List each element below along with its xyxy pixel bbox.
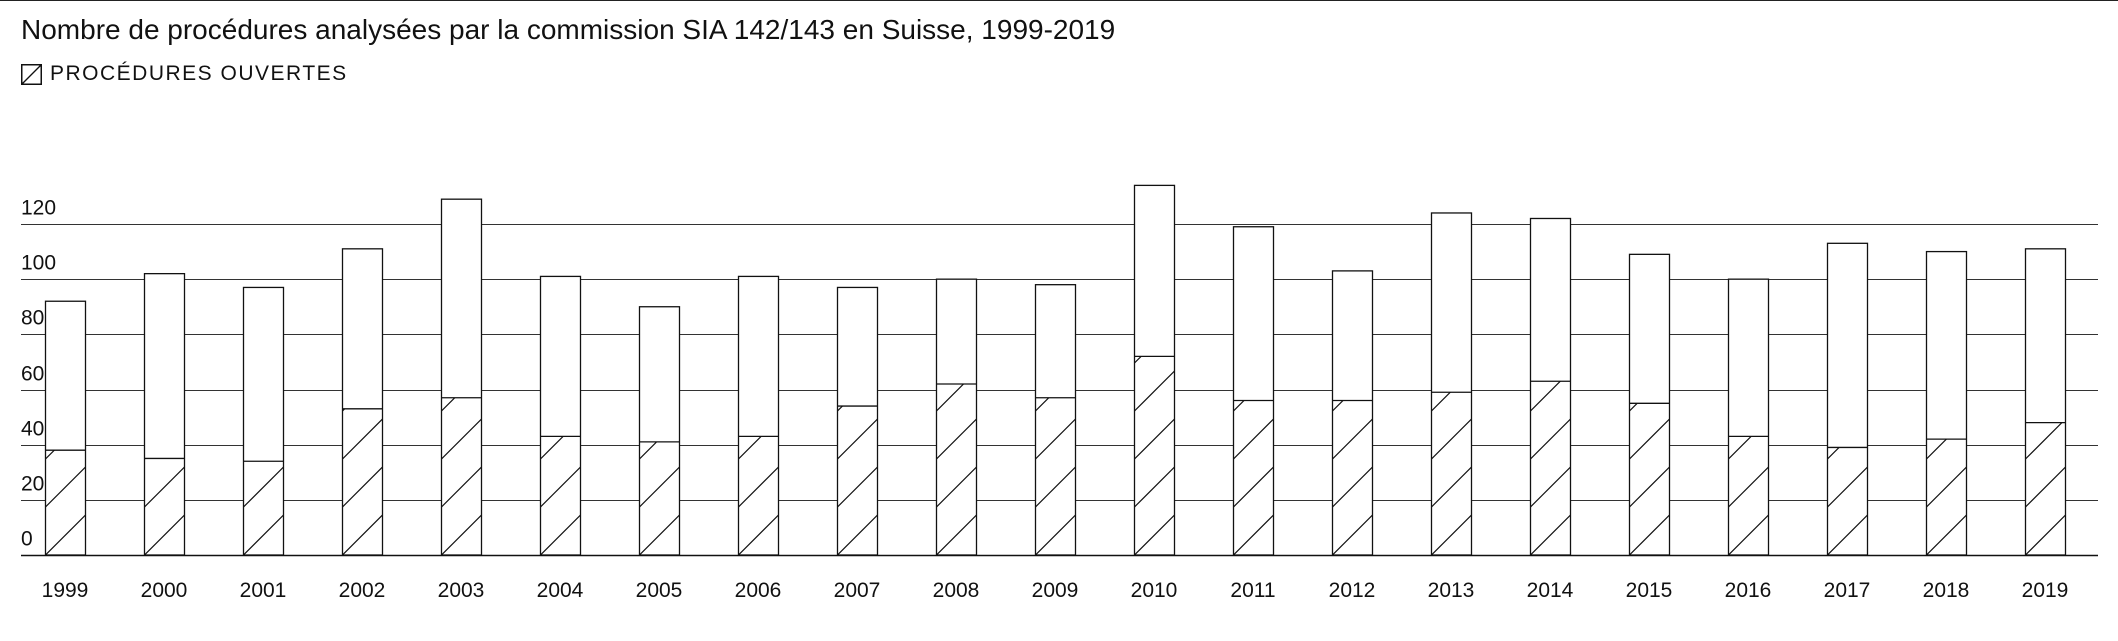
x-tick-label-2005: 2005	[636, 579, 683, 602]
bar-group-2011	[1232, 226, 1275, 556]
bar-total-2017	[1826, 242, 1869, 556]
y-tick-labels: 0 20 40 60 80 100 120	[21, 197, 56, 551]
bar-total-2007	[836, 286, 879, 556]
bar-open-hatch-2006	[738, 436, 779, 555]
bar-open-hatch-2008	[936, 383, 977, 555]
x-tick-label-2015: 2015	[1626, 579, 1673, 602]
bar-group-2014	[1529, 217, 1572, 556]
x-tick-labels: 1999 2000 2001 2002 2003 2004 2005 2006 2007 2008…	[42, 579, 2069, 602]
bar-total-2003	[440, 198, 483, 556]
bar-group-2009	[1034, 284, 1077, 556]
bar-total-2016	[1727, 278, 1770, 556]
bar-total-2008	[935, 278, 978, 556]
bar-open-hatch-1999	[45, 450, 86, 555]
bar-total-2006	[737, 275, 780, 556]
bar-group-2012	[1331, 270, 1374, 556]
bar-open-hatch-2013	[1431, 392, 1472, 555]
bar-open-hatch-2010	[1134, 356, 1175, 555]
top-rule	[0, 0, 2118, 1]
x-tick-label-2010: 2010	[1131, 579, 1178, 602]
bar-group-2002	[341, 248, 384, 556]
x-tick-label-2008: 2008	[933, 579, 980, 602]
bar-open-hatch-2019	[2025, 422, 2066, 555]
x-tick-label-2009: 2009	[1032, 579, 1079, 602]
x-tick-label-2016: 2016	[1725, 579, 1772, 602]
x-tick-label-1999: 1999	[42, 579, 89, 602]
bar-total-2004	[539, 275, 582, 556]
x-tick-label-2017: 2017	[1824, 579, 1871, 602]
y-tick-label-60: 60	[21, 363, 44, 386]
y-tick-label-120: 120	[21, 197, 56, 220]
bar-total-2009	[1034, 284, 1077, 556]
bar-group-2006	[737, 275, 780, 556]
bar-open-hatch-2015	[1629, 403, 1670, 555]
x-tick-label-2004: 2004	[537, 579, 584, 602]
legend-hatch-swatch	[21, 63, 42, 85]
x-tick-label-2019: 2019	[2022, 579, 2069, 602]
x-tick-label-2013: 2013	[1428, 579, 1475, 602]
bar-open-hatch-2004	[540, 436, 581, 555]
x-tick-label-2002: 2002	[339, 579, 386, 602]
bar-total-2001	[242, 286, 285, 556]
bar-total-2013	[1430, 212, 1473, 556]
bar-group-2010	[1133, 184, 1176, 556]
bar-open-hatch-2005	[639, 441, 680, 555]
bar-open-hatch-2012	[1332, 400, 1373, 555]
bar-group-2005	[638, 306, 681, 556]
bar-group-2013	[1430, 212, 1473, 556]
x-tick-label-2007: 2007	[834, 579, 881, 602]
x-tick-label-2014: 2014	[1527, 579, 1574, 602]
x-tick-label-2018: 2018	[1923, 579, 1970, 602]
bar-total-2002	[341, 248, 384, 556]
bar-total-1999	[44, 300, 87, 556]
y-tick-label-80: 80	[21, 307, 44, 330]
bar-open-hatch-2002	[342, 408, 383, 555]
bar-open-hatch-2003	[441, 397, 482, 555]
bar-total-2019	[2024, 248, 2067, 556]
bar-open-hatch-2011	[1233, 400, 1274, 555]
bar-total-2000	[143, 272, 186, 556]
bar-group-1999	[44, 300, 87, 556]
y-tick-label-20: 20	[21, 473, 44, 496]
bar-open-hatch-2018	[1926, 439, 1967, 555]
bar-open-hatch-2017	[1827, 447, 1868, 555]
x-tick-label-2012: 2012	[1329, 579, 1376, 602]
bar-group-2016	[1727, 278, 1770, 556]
bar-total-2012	[1331, 270, 1374, 556]
y-tick-label-100: 100	[21, 252, 56, 275]
bar-group-2015	[1628, 253, 1671, 556]
x-tick-label-2001: 2001	[240, 579, 287, 602]
legend: PROCÉDURES OUVERTES	[21, 62, 348, 86]
bar-open-hatch-2016	[1728, 436, 1769, 555]
bar-group-2008	[935, 278, 978, 556]
y-tick-label-40: 40	[21, 418, 44, 441]
bar-group-2018	[1925, 250, 1968, 556]
bars	[44, 184, 2067, 556]
chart-title: Nombre de procédures analysées par la co…	[21, 14, 1116, 45]
x-tick-label-2006: 2006	[735, 579, 782, 602]
bar-open-hatch-2007	[837, 406, 878, 555]
bar-group-2001	[242, 286, 285, 556]
bar-open-hatch-2014	[1530, 381, 1571, 555]
bar-group-2004	[539, 275, 582, 556]
bar-open-hatch-2009	[1035, 397, 1076, 555]
bar-total-2005	[638, 306, 681, 556]
bar-total-2010	[1133, 184, 1176, 556]
x-tick-label-2003: 2003	[438, 579, 485, 602]
bar-total-2011	[1232, 226, 1275, 556]
bar-open-hatch-2000	[144, 458, 185, 556]
bar-open-hatch-2001	[243, 466, 284, 556]
bar-group-2019	[2024, 248, 2067, 556]
x-tick-label-2000: 2000	[141, 579, 188, 602]
legend-label: PROCÉDURES OUVERTES	[50, 62, 348, 85]
x-tick-label-2011: 2011	[1230, 579, 1275, 602]
bar-group-2007	[836, 286, 879, 556]
bar-total-2018	[1925, 250, 1968, 556]
bar-group-2003	[440, 198, 483, 556]
y-tick-label-0: 0	[21, 528, 33, 551]
bar-total-2014	[1529, 217, 1572, 556]
bar-group-2000	[143, 272, 186, 556]
bar-group-2017	[1826, 242, 1869, 556]
